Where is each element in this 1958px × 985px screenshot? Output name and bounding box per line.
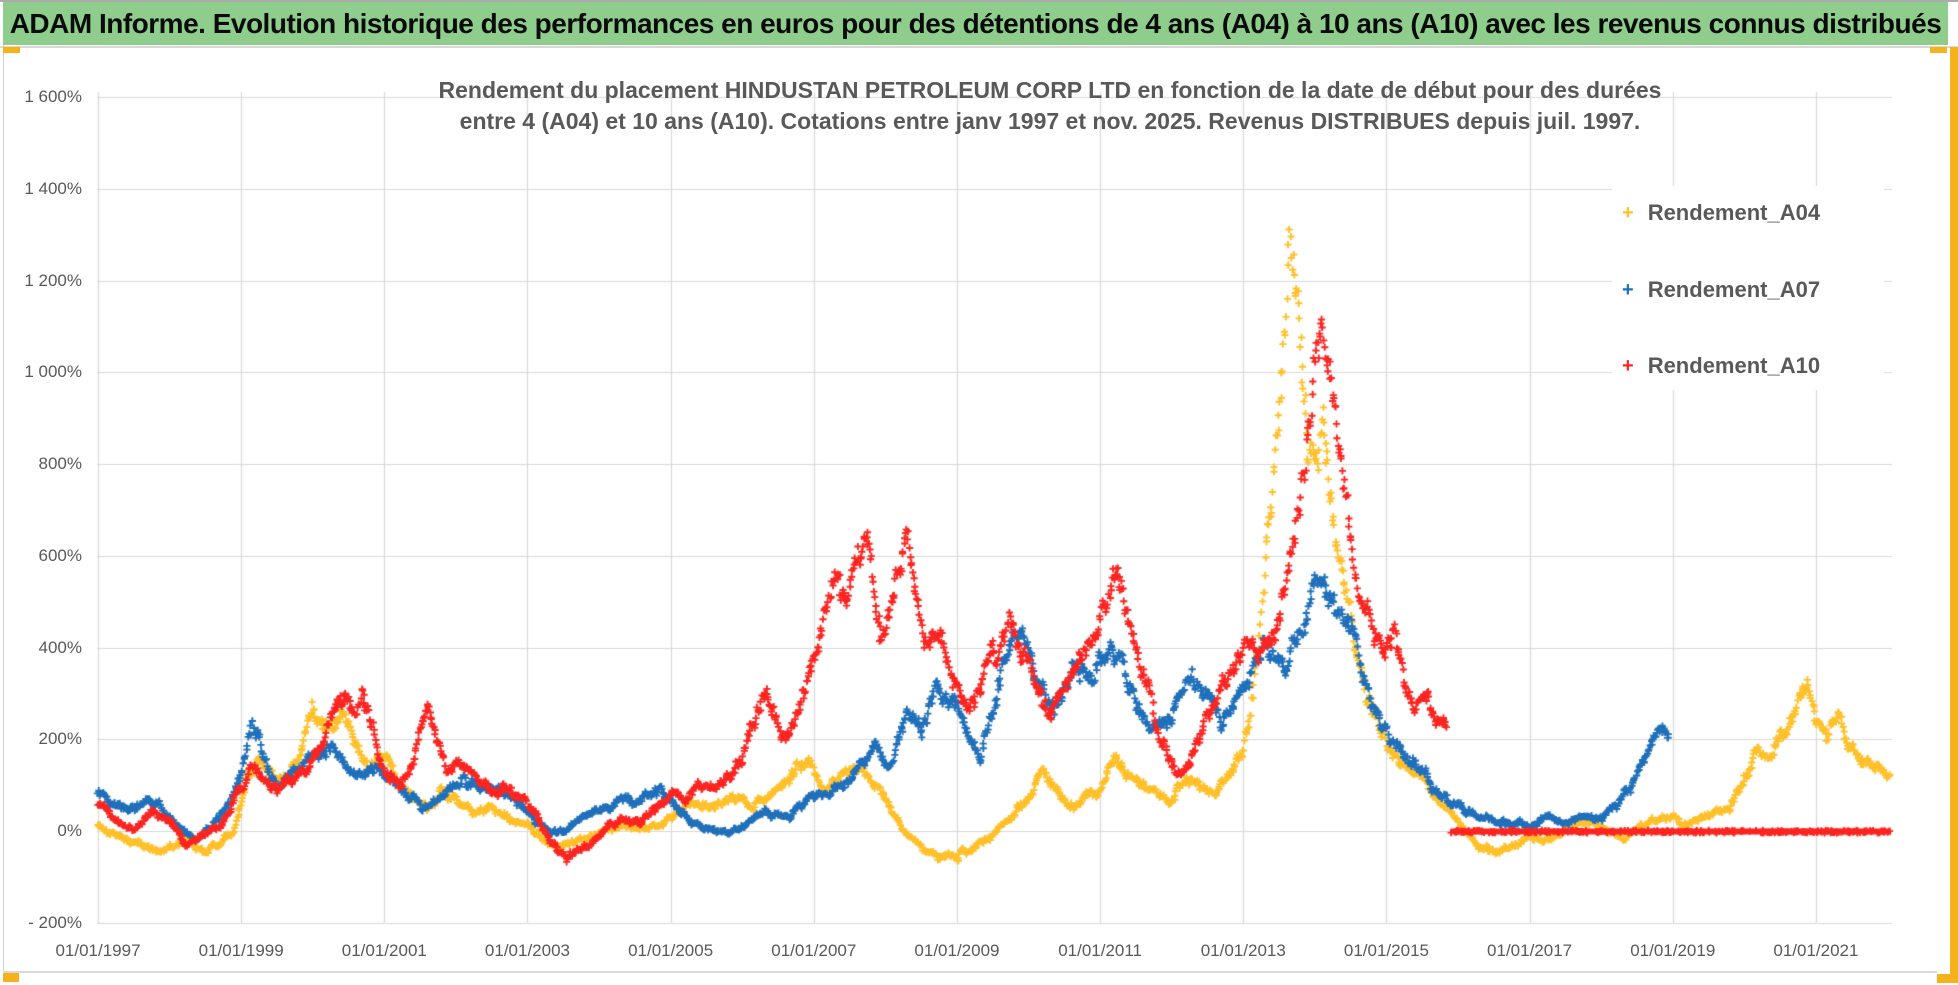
legend-item: + Rendement_A04 xyxy=(1622,196,1820,230)
x-axis-tick: 01/01/2003 xyxy=(484,941,571,960)
y-axis-tick: 1 400% xyxy=(24,178,82,198)
amber-accent-bottom-left xyxy=(3,973,19,982)
legend-plus-marker-icon: + xyxy=(1622,202,1634,224)
amber-accent-top-right xyxy=(1930,47,1947,53)
legend-label: Rendement_A10 xyxy=(1647,353,1821,378)
sheet-title-text: ADAM Informe. Evolution historique des p… xyxy=(9,7,1942,39)
window-top-border xyxy=(0,0,1958,2)
x-axis-tick: 01/01/2011 xyxy=(1058,941,1143,960)
amber-accent-top-left xyxy=(3,47,20,53)
legend-item: + Rendement_A07 xyxy=(1622,273,1820,307)
y-axis-tick: 1 600% xyxy=(24,87,82,106)
chart-title: Rendement du placement HINDUSTAN PETROLE… xyxy=(180,75,1920,137)
x-axis-tick: 01/01/2007 xyxy=(771,941,857,960)
legend-plus-marker-icon: + xyxy=(1622,355,1634,377)
legend-plus-marker-icon: + xyxy=(1622,278,1634,301)
x-axis-tick: 01/01/2015 xyxy=(1343,941,1429,960)
y-axis-tick: 200% xyxy=(38,729,82,749)
x-axis-tick: 01/01/2001 xyxy=(341,941,427,960)
legend-item: + Rendement_A10 xyxy=(1622,349,1820,383)
left-cell-border xyxy=(3,45,4,971)
x-axis-tick: 01/01/2021 xyxy=(1773,941,1859,960)
amber-accent-right-bar xyxy=(1950,47,1958,977)
y-axis-tick: - 200% xyxy=(28,912,82,932)
y-axis-tick: 600% xyxy=(38,545,82,565)
chart-title-line1: Rendement du placement HINDUSTAN PETROLE… xyxy=(438,77,1662,103)
legend-label: Rendement_A04 xyxy=(1647,200,1821,225)
x-axis-tick: 01/01/2013 xyxy=(1200,941,1286,960)
y-axis-tick: 0% xyxy=(57,821,82,841)
y-axis-tick: 1 000% xyxy=(24,362,82,382)
legend xyxy=(1612,186,1884,390)
x-axis-tick: 01/01/2019 xyxy=(1630,941,1716,960)
y-axis-tick: 1 200% xyxy=(24,270,82,290)
legend-label: Rendement_A07 xyxy=(1647,276,1821,302)
sheet-title-banner: ADAM Informe. Evolution historique des p… xyxy=(3,2,1948,45)
amber-accent-bottom-right xyxy=(1937,974,1958,983)
bottom-cell-border xyxy=(3,971,1937,973)
x-axis-tick: 01/01/1999 xyxy=(198,941,284,960)
x-axis-tick: 01/01/1997 xyxy=(55,941,141,960)
y-axis-tick: 400% xyxy=(38,637,82,657)
x-axis-tick: 01/01/2017 xyxy=(1487,941,1573,960)
banner-underline xyxy=(0,46,1958,48)
x-axis-tick: 01/01/2005 xyxy=(628,941,714,960)
chart-title-line2: entre 4 (A04) et 10 ans (A10). Cotations… xyxy=(459,108,1641,134)
x-axis-tick: 01/01/2009 xyxy=(914,941,1000,960)
y-axis-tick: 800% xyxy=(38,454,82,474)
